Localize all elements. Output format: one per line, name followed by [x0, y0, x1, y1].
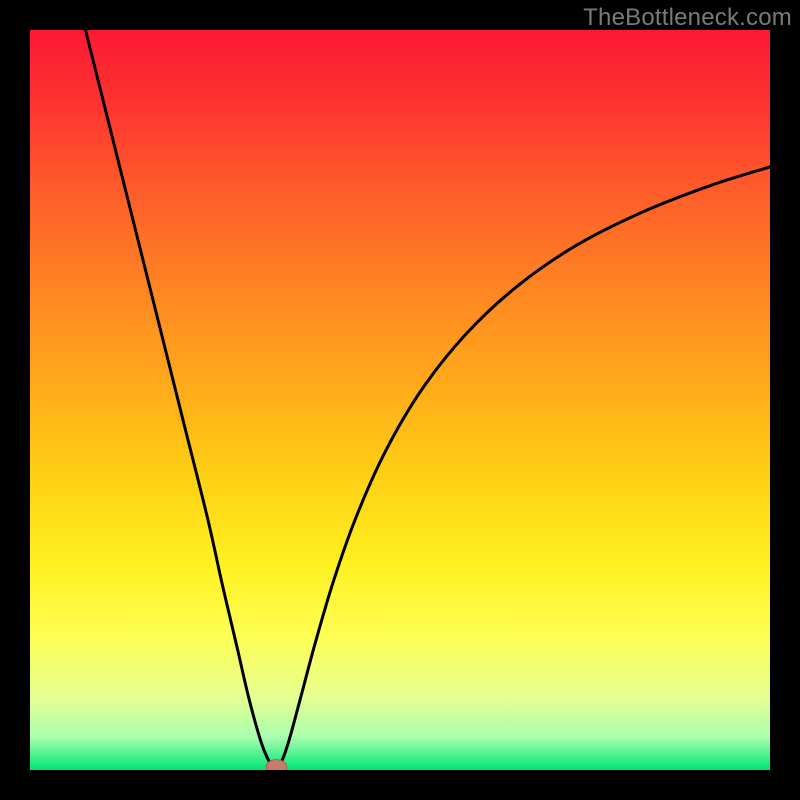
- watermark-text: TheBottleneck.com: [583, 4, 792, 32]
- chart-container: TheBottleneck.com: [0, 0, 800, 800]
- chart-gradient-area: [30, 30, 770, 770]
- bottleneck-chart: [0, 0, 800, 800]
